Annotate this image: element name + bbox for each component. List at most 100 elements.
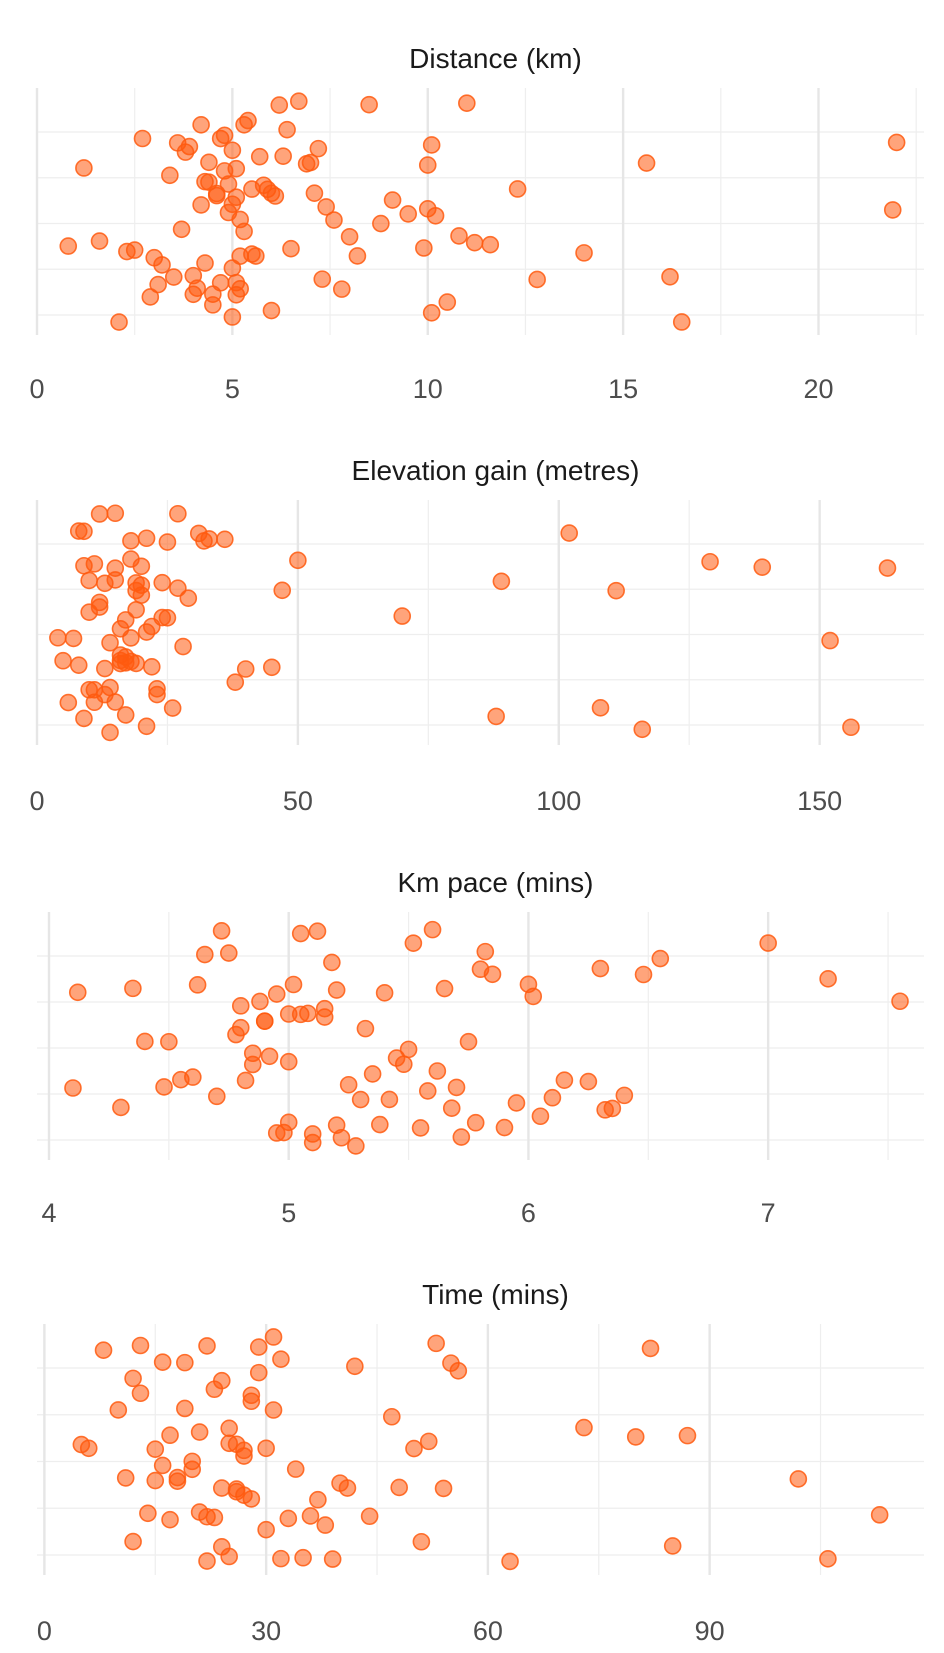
data-point	[284, 975, 303, 994]
data-point	[133, 129, 152, 148]
data-point	[372, 214, 390, 233]
data-point	[524, 987, 543, 1006]
panel-title: Km pace (mins)	[397, 867, 593, 898]
data-point	[270, 96, 289, 114]
data-point	[274, 147, 292, 165]
data-point	[106, 504, 125, 523]
data-point	[466, 1113, 485, 1132]
data-point	[449, 1362, 468, 1380]
data-point	[531, 1107, 550, 1126]
data-point	[404, 934, 423, 952]
data-point	[168, 1468, 187, 1487]
data-point	[678, 1426, 697, 1445]
data-point	[160, 1032, 178, 1051]
data-point	[131, 1384, 150, 1403]
data-point	[164, 268, 183, 286]
data-point	[136, 1032, 154, 1051]
data-point	[360, 1507, 379, 1526]
data-point	[528, 270, 546, 289]
data-point	[101, 633, 119, 652]
panel-3: Km pace (mins) 4 5 6 7	[37, 867, 924, 1228]
data-point	[90, 598, 109, 616]
x-tick-label: 150	[797, 786, 842, 816]
x-tick-label: 20	[803, 374, 833, 404]
data-point	[753, 558, 772, 576]
data-point	[299, 1004, 317, 1023]
data-point	[412, 1532, 431, 1551]
data-point	[59, 237, 78, 255]
data-point	[332, 1128, 351, 1147]
data-point	[267, 985, 286, 1003]
data-point	[317, 198, 335, 216]
x-tick-label: 10	[413, 374, 443, 404]
x-tick-label: 50	[283, 786, 313, 816]
data-point	[279, 1509, 298, 1528]
data-point	[891, 992, 909, 1011]
data-point	[161, 1510, 179, 1529]
data-point	[422, 136, 441, 154]
data-point	[242, 1386, 261, 1405]
data-point	[247, 247, 265, 265]
x-tick-label: 4	[41, 1198, 56, 1228]
panel-title: Distance (km)	[409, 43, 582, 74]
data-point	[207, 1087, 226, 1106]
data-point	[575, 1418, 593, 1437]
data-point	[634, 965, 653, 984]
data-point	[257, 1520, 275, 1539]
data-point	[169, 504, 187, 523]
data-point	[418, 1082, 437, 1100]
data-point	[192, 116, 210, 134]
data-point	[69, 656, 88, 674]
data-point	[132, 557, 151, 576]
data-point	[106, 693, 125, 711]
data-point	[887, 133, 906, 152]
data-point	[637, 154, 656, 172]
data-point	[591, 699, 610, 717]
data-point	[122, 532, 140, 550]
data-point	[180, 137, 199, 156]
data-point	[661, 267, 679, 286]
data-point	[883, 201, 902, 219]
panel-1: Distance (km) 0 5 10 15 20	[29, 43, 924, 404]
data-point	[215, 126, 234, 145]
x-tick-label: 0	[37, 1616, 52, 1646]
data-point	[575, 244, 593, 262]
data-point	[188, 976, 207, 994]
data-point	[146, 1471, 165, 1490]
x-tick-label: 15	[608, 374, 638, 404]
data-point	[483, 965, 502, 984]
data-point	[219, 944, 238, 962]
data-point	[116, 706, 135, 724]
data-point	[249, 1338, 268, 1356]
data-point	[242, 1490, 261, 1508]
data-point	[174, 637, 192, 656]
data-point	[282, 239, 300, 258]
data-point	[131, 1336, 150, 1355]
data-point	[383, 191, 402, 209]
data-point	[176, 1353, 194, 1372]
panel-title: Time (mins)	[422, 1279, 569, 1310]
data-point	[450, 227, 468, 245]
data-point	[819, 970, 837, 988]
data-point	[279, 1052, 298, 1071]
data-point	[360, 95, 378, 114]
x-tick-label: 5	[225, 374, 240, 404]
data-point	[243, 1044, 262, 1063]
data-point	[289, 551, 307, 570]
data-point	[172, 220, 191, 239]
data-point	[419, 1432, 438, 1451]
data-point	[262, 658, 281, 677]
data-point	[64, 1079, 82, 1097]
data-point	[279, 1113, 298, 1132]
data-point	[200, 530, 218, 548]
data-point	[375, 984, 394, 1002]
data-point	[701, 552, 719, 571]
data-point	[465, 233, 484, 252]
data-point	[196, 945, 214, 964]
data-point	[458, 94, 476, 112]
data-point	[239, 111, 257, 130]
data-point	[142, 658, 161, 676]
data-point	[272, 1350, 290, 1368]
data-point	[94, 1341, 113, 1360]
